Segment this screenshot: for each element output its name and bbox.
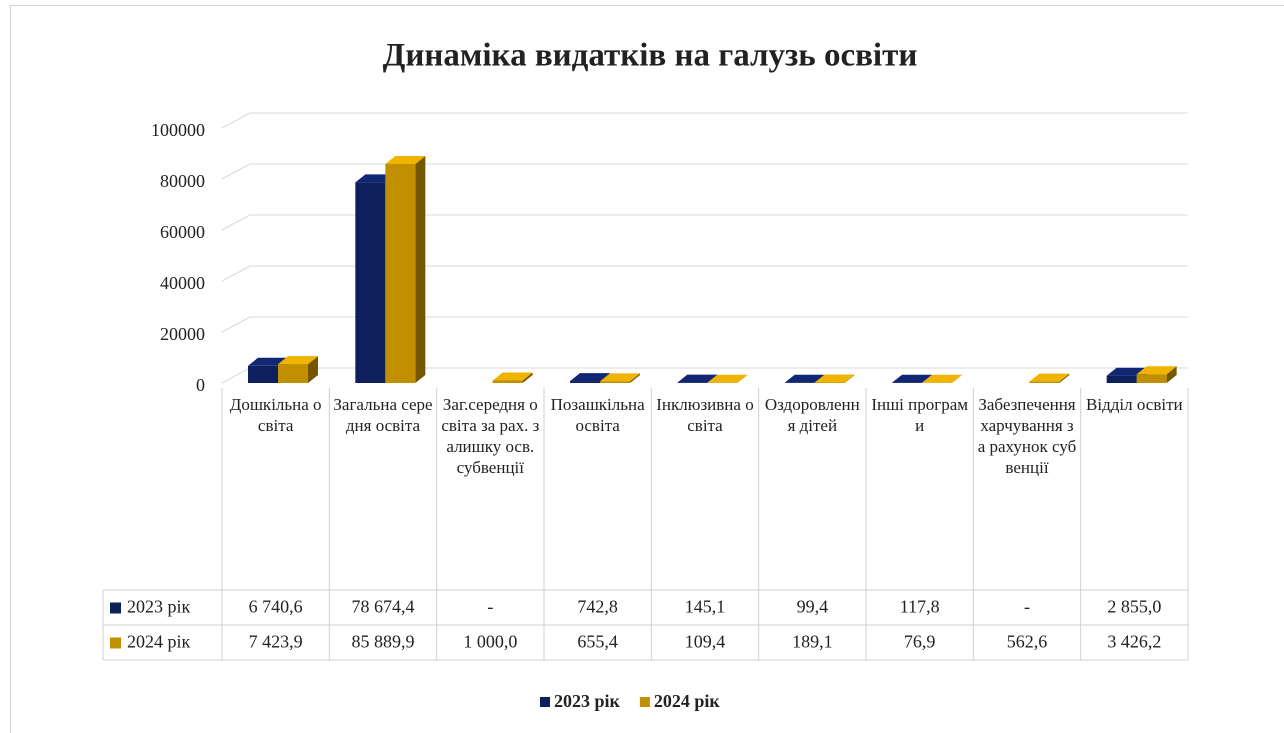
bar-top: [814, 374, 855, 383]
bar-top: [1106, 367, 1147, 376]
bar: [1029, 381, 1060, 383]
grid-line: [221, 316, 251, 333]
table-value: 1 000,0: [463, 632, 517, 652]
row-label: 2023 рік: [127, 597, 191, 617]
bar-top: [570, 373, 610, 382]
y-tick-label: 40000: [160, 273, 205, 293]
category-cell: Інклюзивна освіта: [656, 395, 754, 435]
bar-top: [892, 374, 932, 383]
category-cell: Заг.середня освіта за рах. залишку осв. …: [441, 395, 540, 477]
y-tick-label: 20000: [160, 324, 205, 344]
legend-key: [540, 697, 550, 707]
bar: [248, 365, 278, 383]
bar-side: [952, 374, 962, 383]
legend-label: 2024 рік: [654, 691, 721, 711]
bar-top: [707, 374, 748, 383]
bar-top: [784, 374, 825, 383]
table-value: 3 426,2: [1107, 632, 1161, 652]
grid-line: [221, 214, 251, 231]
category-cell: Загальна середня освіта: [333, 395, 433, 435]
row-label: 2024 рік: [127, 632, 191, 652]
category-cell: Позашкільна освіта: [550, 395, 645, 435]
y-tick-label: 60000: [160, 222, 205, 242]
bar-side: [415, 155, 426, 383]
category-label: Відділ освіти: [1086, 395, 1183, 414]
category-cell: Відділ освіти: [1086, 395, 1183, 414]
bar-side: [1059, 373, 1070, 383]
table-value: 189,1: [792, 632, 833, 652]
category-label: Інші програми: [871, 395, 969, 435]
bar-top: [385, 155, 426, 164]
bar-top: [677, 374, 718, 383]
bar-side: [737, 374, 748, 383]
table-value: 742,8: [577, 597, 618, 617]
table-value: -: [487, 597, 493, 617]
category-cell: Інші програми: [871, 395, 969, 435]
grid-line: [221, 163, 251, 180]
bar-top: [248, 357, 288, 366]
category-label: Заг.середня освіта за рах. залишку осв. …: [441, 395, 540, 477]
grid-line: [221, 265, 251, 282]
table-value: 78 674,4: [352, 597, 415, 617]
legend-key: [110, 602, 121, 614]
bar-top: [278, 356, 318, 365]
bar-top: [600, 373, 640, 382]
y-tick-label: 0: [196, 375, 205, 395]
chart-title: Динаміка видатків на галузь освіти: [383, 38, 918, 74]
bar: [600, 381, 630, 383]
table-value: 145,1: [685, 597, 726, 617]
category-label: Дошкільна освіта: [229, 395, 322, 435]
legend-label: 2023 рік: [554, 691, 621, 711]
category-label: Оздоровлення дітей: [764, 395, 860, 435]
category-label: Загальна середня освіта: [333, 395, 433, 435]
category-cell: Забезпечення харчування за рахунок субве…: [977, 395, 1077, 477]
bar-side: [308, 356, 318, 383]
grid-line: [221, 112, 251, 129]
legend-key: [639, 697, 650, 707]
category-cell: Оздоровлення дітей: [764, 395, 860, 435]
grid-line: [221, 367, 251, 384]
table-value: -: [1024, 597, 1030, 617]
category-label: Забезпечення харчування за рахунок субве…: [977, 395, 1077, 477]
bar-top: [1029, 373, 1070, 382]
category-label: Позашкільна освіта: [550, 395, 645, 435]
table-value: 7 423,9: [249, 632, 303, 652]
table-value: 85 889,9: [352, 632, 415, 652]
table-value: 655,4: [577, 632, 618, 652]
table-value: 562,6: [1007, 632, 1048, 652]
bar-top: [1136, 366, 1177, 375]
table-value: 99,4: [797, 597, 829, 617]
table-value: 76,9: [904, 632, 936, 652]
table-value: 6 740,6: [249, 597, 303, 617]
bar-top: [922, 374, 962, 383]
category-cell: Дошкільна освіта: [229, 395, 322, 435]
table-value: 2 855,0: [1107, 597, 1161, 617]
bar: [278, 364, 308, 383]
bar: [385, 163, 416, 383]
category-label: Інклюзивна освіта: [656, 395, 754, 435]
bar: [492, 380, 523, 383]
bar: [1106, 375, 1137, 383]
bar: [570, 381, 600, 383]
bar: [1136, 374, 1167, 383]
legend-key: [110, 637, 121, 649]
bar-side: [844, 374, 855, 383]
bar-side: [630, 373, 640, 383]
y-tick-label: 100000: [151, 120, 205, 140]
table-value: 117,8: [900, 597, 940, 617]
bar-top: [492, 372, 533, 381]
bar-side: [522, 372, 533, 383]
bar: [355, 182, 386, 383]
y-tick-label: 80000: [160, 171, 205, 191]
table-value: 109,4: [685, 632, 726, 652]
bar-side: [1166, 366, 1177, 383]
chart-frame: [10, 5, 1284, 733]
